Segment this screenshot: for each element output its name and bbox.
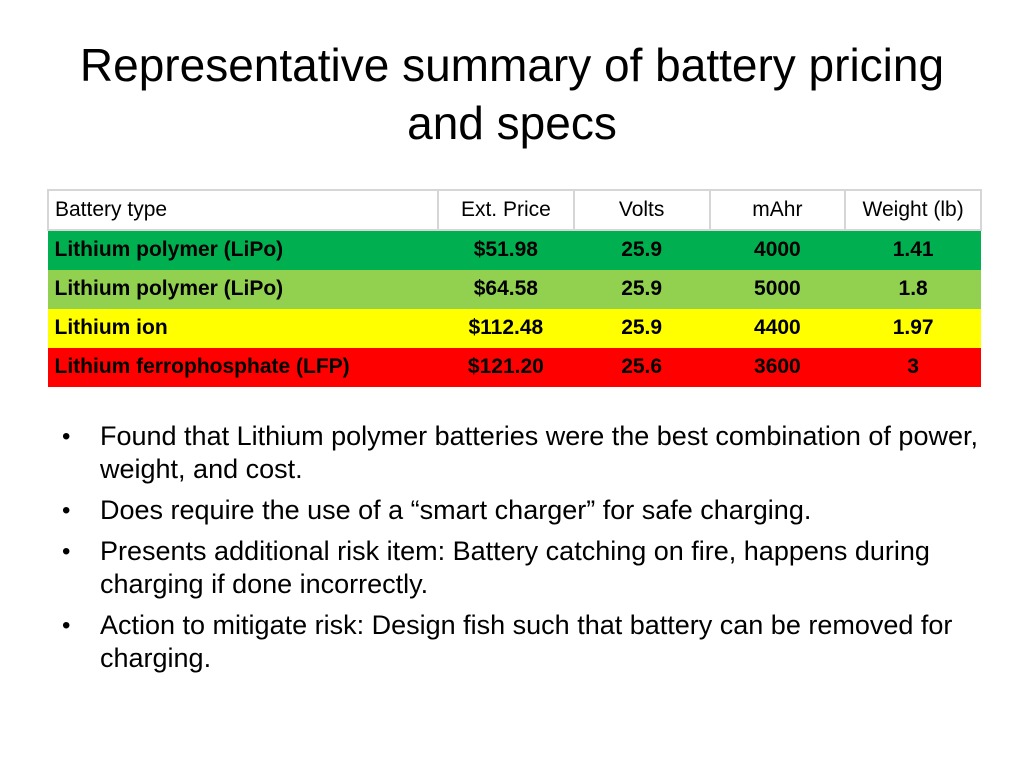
- table-row: Lithium polymer (LiPo) $51.98 25.9 4000 …: [48, 230, 981, 270]
- header-ext-price: Ext. Price: [437, 189, 575, 231]
- bullet-item: • Action to mitigate risk: Design fish s…: [60, 609, 980, 675]
- bullet-dot-icon: •: [62, 612, 71, 639]
- cell-weight: 1.41: [892, 238, 934, 261]
- cell-volts: 25.9: [621, 277, 663, 300]
- bullet-text: Presents additional risk item: Battery c…: [100, 536, 930, 599]
- cell-volts: 25.9: [621, 316, 663, 339]
- bullet-text: Action to mitigate risk: Design fish suc…: [100, 610, 953, 673]
- bullet-dot-icon: •: [62, 497, 71, 524]
- bullet-dot-icon: •: [62, 538, 71, 565]
- battery-table: Battery type Ext. Price Volts mAhr Weigh…: [47, 189, 982, 387]
- cell-battery-type: Lithium polymer (LiPo): [54, 238, 284, 261]
- bullet-dot-icon: •: [62, 423, 71, 450]
- cell-ext-price: $121.20: [467, 355, 544, 378]
- table-row: Lithium ion $112.48 25.9 4400 1.97: [48, 308, 981, 348]
- header-battery-type: Battery type: [47, 189, 439, 231]
- cell-battery-type: Lithium polymer (LiPo): [54, 277, 284, 300]
- bullet-list: • Found that Lithium polymer batteries w…: [60, 420, 980, 683]
- header-weight: Weight (lb): [844, 189, 982, 231]
- cell-ext-price: $112.48: [468, 316, 544, 339]
- cell-mahr: 4000: [754, 238, 801, 261]
- table-row: Lithium ferrophosphate (LFP) $121.20 25.…: [48, 347, 981, 387]
- bullet-item: • Presents additional risk item: Battery…: [60, 535, 980, 601]
- table-header-row: Battery type Ext. Price Volts mAhr Weigh…: [47, 189, 982, 231]
- bullet-text: Does require the use of a “smart charger…: [100, 495, 812, 525]
- bullet-item: • Does require the use of a “smart charg…: [60, 494, 980, 527]
- cell-ext-price: $64.58: [473, 277, 538, 300]
- cell-battery-type: Lithium ion: [54, 316, 168, 339]
- cell-mahr: 4400: [754, 316, 801, 339]
- cell-volts: 25.9: [621, 238, 663, 261]
- table-row: Lithium polymer (LiPo) $64.58 25.9 5000 …: [48, 269, 981, 309]
- cell-volts: 25.6: [621, 355, 663, 378]
- cell-mahr: 5000: [754, 277, 801, 300]
- cell-mahr: 3600: [754, 355, 801, 378]
- header-mahr: mAhr: [708, 189, 847, 231]
- cell-battery-type: Lithium ferrophosphate (LFP): [54, 355, 350, 378]
- slide-title: Representative summary of battery pricin…: [79, 39, 945, 149]
- bullet-text: Found that Lithium polymer batteries wer…: [100, 421, 978, 484]
- cell-weight: 3: [907, 355, 919, 378]
- bullet-item: • Found that Lithium polymer batteries w…: [60, 420, 980, 486]
- cell-weight: 1.8: [898, 277, 928, 300]
- header-volts: Volts: [572, 189, 711, 231]
- cell-weight: 1.97: [892, 316, 934, 339]
- cell-ext-price: $51.98: [473, 238, 538, 261]
